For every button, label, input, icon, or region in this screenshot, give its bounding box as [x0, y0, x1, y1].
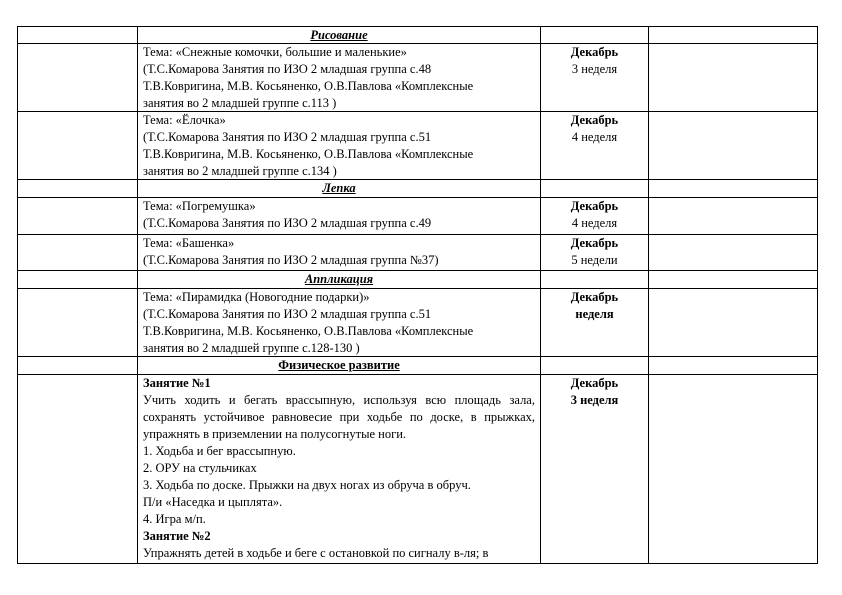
cell: [540, 26, 649, 44]
topic-cell: Тема: «Пирамидка (Новогодние подарки)» (Т…: [137, 288, 541, 357]
date-cell: Декабрь 3 неделя: [540, 43, 649, 112]
month: Декабрь: [570, 113, 619, 127]
week: 4 неделя: [571, 130, 618, 144]
topic-content: Тема: «Снежные комочки, большие и малень…: [143, 45, 535, 111]
text-line: Т.В.Ковригина, М.В. Косьяненко, О.В.Павл…: [143, 324, 474, 338]
lesson-item: 4. Игра м/п.: [143, 512, 206, 526]
cell: [540, 179, 649, 198]
text-line: Тема: «Снежные комочки, большие и малень…: [143, 45, 407, 59]
date-cell: Декабрь 5 недели: [540, 234, 649, 271]
section-row: Аппликация: [17, 270, 818, 289]
cell: [17, 26, 138, 44]
cell: [17, 43, 138, 112]
cell: [17, 111, 138, 180]
lesson-item: 1. Ходьба и бег врассыпную.: [143, 444, 296, 458]
lesson-text: Упражнять детей в ходьбе и беге с остано…: [143, 546, 489, 560]
text-line: (Т.С.Комарова Занятия по ИЗО 2 младшая г…: [143, 253, 439, 267]
lesson-heading: Занятие №1: [143, 376, 211, 390]
topic-row: Тема: «Снежные комочки, большие и малень…: [17, 43, 818, 112]
cell: [17, 374, 138, 564]
cell: [648, 179, 818, 198]
section-row: Рисование: [17, 26, 818, 44]
cell: [648, 270, 818, 289]
section-row: Физическое развитие: [17, 356, 818, 375]
cell: [648, 374, 818, 564]
cell: [17, 288, 138, 357]
text-line: Тема: «Погремушка»: [143, 199, 256, 213]
cell: [17, 356, 138, 375]
text-line: Т.В.Ковригина, М.В. Косьяненко, О.В.Павл…: [143, 147, 474, 161]
topic-row: Занятие №1 Учить ходить и бегать врассыпн…: [17, 374, 818, 564]
cell: [540, 356, 649, 375]
text-line: (Т.С.Комарова Занятия по ИЗО 2 младшая г…: [143, 130, 432, 144]
cell: [648, 356, 818, 375]
text-line: занятия во 2 младшей группе с.113 ): [143, 96, 337, 110]
cell: [17, 197, 138, 235]
cell: [648, 234, 818, 271]
week: 4 неделя: [571, 216, 618, 230]
cell: [648, 26, 818, 44]
cell: [540, 270, 649, 289]
topic-content: Тема: «Башенка» (Т.С.Комарова Занятия по …: [143, 236, 535, 270]
cell: [648, 197, 818, 235]
lesson-item: 3. Ходьба по доске. Прыжки на двух ногах…: [143, 478, 471, 492]
lesson-heading: Занятие №2: [143, 529, 211, 543]
month: Декабрь: [570, 290, 619, 304]
text-line: (Т.С.Комарова Занятия по ИЗО 2 младшая г…: [143, 307, 432, 321]
lesson-item: П/и «Наседка и цыплята».: [143, 495, 283, 509]
date-cell: Декабрь неделя: [540, 288, 649, 357]
month: Декабрь: [570, 236, 619, 250]
section-title: Физическое развитие: [137, 356, 541, 375]
cell: [648, 43, 818, 112]
cell: [648, 288, 818, 357]
month: Декабрь: [570, 199, 619, 213]
date-cell: Декабрь 4 неделя: [540, 197, 649, 235]
cell: [17, 179, 138, 198]
section-title: Рисование: [137, 26, 541, 44]
date-cell: Декабрь 4 неделя: [540, 111, 649, 180]
text-line: Тема: «Ёлочка»: [143, 113, 226, 127]
section-title: Лепка: [137, 179, 541, 198]
topic-content: Тема: «Ёлочка» (Т.С.Комарова Занятия по И…: [143, 113, 535, 179]
topic-content: Тема: «Погремушка» (Т.С.Комарова Занятия …: [143, 199, 535, 234]
text-line: (Т.С.Комарова Занятия по ИЗО 2 младшая г…: [143, 216, 432, 230]
topic-row: Тема: «Башенка» (Т.С.Комарова Занятия по …: [17, 234, 818, 271]
topic-cell: Тема: «Погремушка» (Т.С.Комарова Занятия …: [137, 197, 541, 235]
plan-table: Рисование Тема: «Снежные комочки, большие…: [17, 26, 818, 564]
text-line: Т.В.Ковригина, М.В. Косьяненко, О.В.Павл…: [143, 79, 474, 93]
topic-cell: Тема: «Снежные комочки, большие и малень…: [137, 43, 541, 112]
text-line: Тема: «Башенка»: [143, 236, 235, 250]
month: Декабрь: [570, 376, 619, 390]
date-cell: Декабрь 3 неделя: [540, 374, 649, 564]
month: Декабрь: [570, 45, 619, 59]
week: 3 неделя: [570, 393, 619, 407]
topic-row: Тема: «Погремушка» (Т.С.Комарова Занятия …: [17, 197, 818, 235]
text-line: занятия во 2 младшей группе с.134 ): [143, 164, 337, 178]
text-line: Тема: «Пирамидка (Новогодние подарки)»: [143, 290, 370, 304]
cell: [17, 270, 138, 289]
topic-cell: Тема: «Ёлочка» (Т.С.Комарова Занятия по И…: [137, 111, 541, 180]
topic-row: Тема: «Ёлочка» (Т.С.Комарова Занятия по И…: [17, 111, 818, 180]
topic-cell: Занятие №1 Учить ходить и бегать врассыпн…: [137, 374, 541, 564]
week: неделя: [575, 307, 614, 321]
text-line: (Т.С.Комарова Занятия по ИЗО 2 младшая г…: [143, 62, 432, 76]
topic-content: Занятие №1 Учить ходить и бегать врассыпн…: [143, 376, 535, 563]
topic-row: Тема: «Пирамидка (Новогодние подарки)» (Т…: [17, 288, 818, 357]
week: 3 неделя: [571, 62, 618, 76]
lesson-item: 2. ОРУ на стульчиках: [143, 461, 257, 475]
document: Рисование Тема: «Снежные комочки, большие…: [17, 26, 818, 564]
topic-content: Тема: «Пирамидка (Новогодние подарки)» (Т…: [143, 290, 535, 356]
week: 5 недели: [571, 253, 618, 267]
cell: [17, 234, 138, 271]
cell: [648, 111, 818, 180]
section-row: Лепка: [17, 179, 818, 198]
lesson-text: Учить ходить и бегать врассыпную, исполь…: [143, 393, 535, 441]
topic-cell: Тема: «Башенка» (Т.С.Комарова Занятия по …: [137, 234, 541, 271]
text-line: занятия во 2 младшей группе с.128-130 ): [143, 341, 360, 355]
section-title: Аппликация: [137, 270, 541, 289]
